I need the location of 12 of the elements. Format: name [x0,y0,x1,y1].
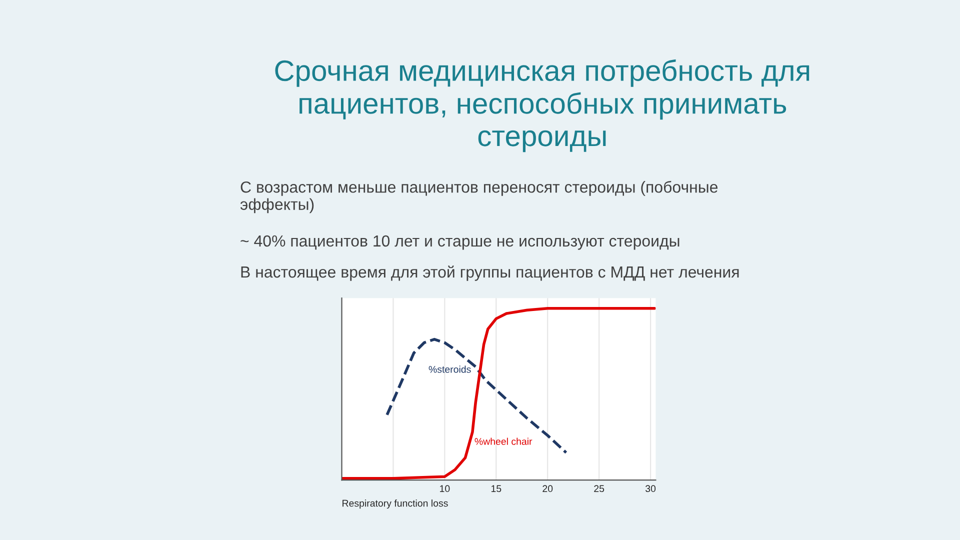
x-tick-label: 25 [594,485,604,492]
x-tick-label: 20 [542,485,553,492]
text: ~ 40% пациентов 10 лет и старше не используют стероиды [240,235,680,250]
series-label: %steroids [428,366,471,373]
chart-title: Срочная медицинская потребность для пациентов, неспособных принимать стероиды [275,59,810,152]
series-label: %wheel chair [474,438,532,445]
text: В настоящее время для этой группы пациентов с МДД нет лечения [241,266,739,281]
x-tick-label: 15 [491,485,502,492]
text: С возрастом меньше пациентов переносят стероиды (побочные эффекты) [240,180,718,214]
x-tick-label: 30 [646,485,656,492]
x-tick-label: 10 [440,485,450,492]
x-axis-title: Respiratory function loss [342,500,448,509]
